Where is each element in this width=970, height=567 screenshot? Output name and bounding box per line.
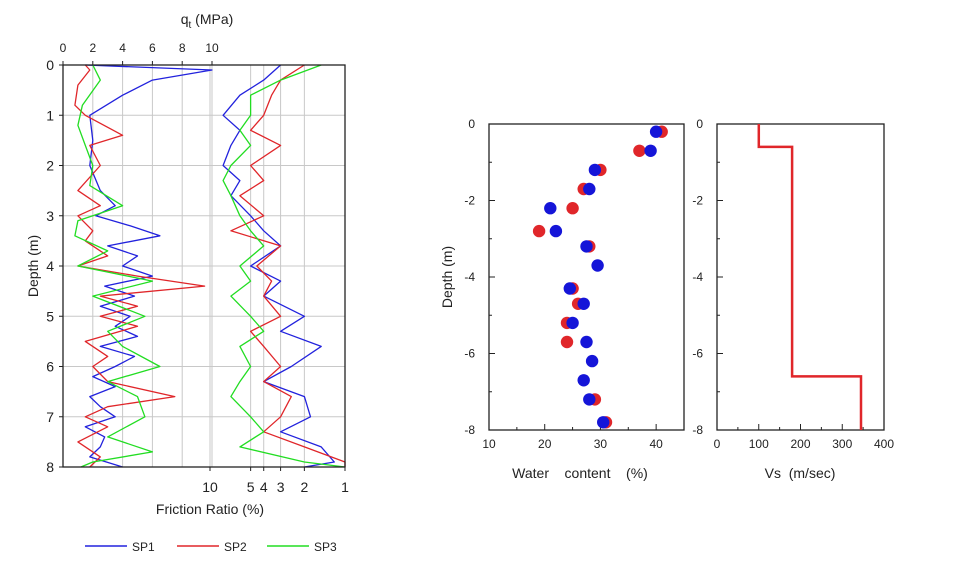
fr-tick-label: 4	[260, 479, 268, 495]
fr-tick-label: 3	[277, 479, 285, 495]
wc-point-blue	[588, 163, 602, 177]
cpt-depth-axis-title: Depth (m)	[25, 235, 41, 297]
vs-x-tick-label: 300	[832, 437, 852, 451]
wc-y-tick-label: -4	[464, 270, 475, 284]
wc-point-blue	[549, 224, 563, 238]
wc-x-axis-title: Water content (%)	[512, 465, 648, 481]
wc-point-blue	[580, 240, 593, 253]
vs-x-tick-label: 400	[874, 437, 894, 451]
wc-point-blue	[544, 202, 557, 215]
fr-line-sp3	[222, 64, 346, 468]
wc-point-red	[566, 202, 579, 215]
qt-line-sp3	[74, 64, 161, 468]
wc-y-tick-label: -6	[464, 347, 475, 361]
qt-axis-title-sub: t	[189, 20, 192, 31]
wc-point-blue	[583, 182, 596, 196]
wc-x-tick-label: 20	[538, 437, 552, 451]
wc-point-blue	[597, 416, 610, 429]
wc-point-blue	[649, 125, 663, 138]
vs-x-tick-label: 200	[790, 437, 810, 451]
vs-y-tick-label: -6	[692, 347, 703, 361]
vs-y-tick-label: -2	[692, 194, 703, 208]
qt-tick-label: 8	[179, 41, 186, 55]
vs-plot-frame	[716, 123, 885, 431]
qt-tick-label: 10	[205, 41, 219, 55]
wc-x-tick-label: 10	[482, 437, 496, 451]
vs-x-axis-title: Vs (m/sec)	[765, 465, 836, 481]
cpt-depth-tick-label: 5	[46, 308, 54, 324]
vs-y-tick-label: -4	[692, 270, 703, 284]
vs-x-tick-label: 0	[714, 437, 721, 451]
qt-tick-label: 0	[60, 41, 67, 55]
wc-point-blue	[580, 335, 593, 349]
wc-y-tick-label: -2	[464, 194, 475, 208]
cpt-depth-tick-label: 3	[46, 208, 54, 224]
qt-tick-label: 4	[119, 41, 126, 55]
wc-y-tick-label: -8	[464, 423, 475, 437]
qt-line-sp1	[84, 64, 213, 468]
legend-label-sp2: SP2	[224, 540, 247, 554]
vs-x-tick-label: 100	[749, 437, 769, 451]
cpt-depth-tick-label: 8	[46, 459, 54, 475]
fr-tick-label: 10	[202, 479, 218, 495]
wc-y-axis-title: Depth (m)	[439, 246, 455, 308]
vs-y-tick-label: 0	[696, 117, 703, 131]
wc-point-red	[633, 144, 646, 157]
qt-axis-title: qt (MPa)	[181, 11, 234, 31]
wc-point-red	[560, 335, 574, 349]
fr-tick-label: 5	[247, 479, 255, 495]
vs-profile-line	[757, 124, 863, 430]
wc-point-red	[532, 224, 546, 238]
wc-point-blue	[566, 316, 579, 330]
fr-axis-title: Friction Ratio (%)	[156, 501, 264, 517]
wc-x-tick-label: 40	[649, 437, 663, 451]
cpt-depth-tick-label: 0	[46, 57, 54, 73]
wc-point-blue	[577, 297, 590, 310]
qt-line-sp2	[74, 64, 206, 468]
wc-point-blue	[591, 259, 604, 272]
fr-tick-label: 2	[300, 479, 308, 495]
wc-y-tick-label: 0	[468, 117, 475, 131]
cpt-depth-tick-label: 2	[46, 158, 54, 174]
vs-y-tick-label: -8	[692, 423, 703, 437]
cpt-depth-tick-label: 4	[46, 258, 54, 274]
cpt-depth-tick-label: 6	[46, 359, 54, 375]
qt-tick-label: 2	[89, 41, 96, 55]
qt-axis-title-unit: (MPa)	[191, 11, 233, 27]
wc-point-blue	[585, 354, 599, 368]
qt-axis-title-main: q	[181, 11, 189, 27]
cpt-depth-tick-label: 7	[46, 409, 54, 425]
qt-tick-label: 6	[149, 41, 156, 55]
wc-point-blue	[563, 282, 576, 295]
wc-point-blue	[577, 374, 590, 387]
legend-label-sp1: SP1	[132, 540, 155, 554]
fr-line-sp2	[230, 64, 346, 467]
wc-point-blue	[583, 393, 596, 406]
wc-x-tick-label: 30	[594, 437, 608, 451]
legend-label-sp3: SP3	[314, 540, 337, 554]
cpt-depth-tick-label: 1	[46, 107, 54, 123]
fr-tick-label: 1	[341, 479, 349, 495]
fr-line-sp1	[222, 64, 335, 468]
wc-point-blue	[644, 144, 657, 157]
